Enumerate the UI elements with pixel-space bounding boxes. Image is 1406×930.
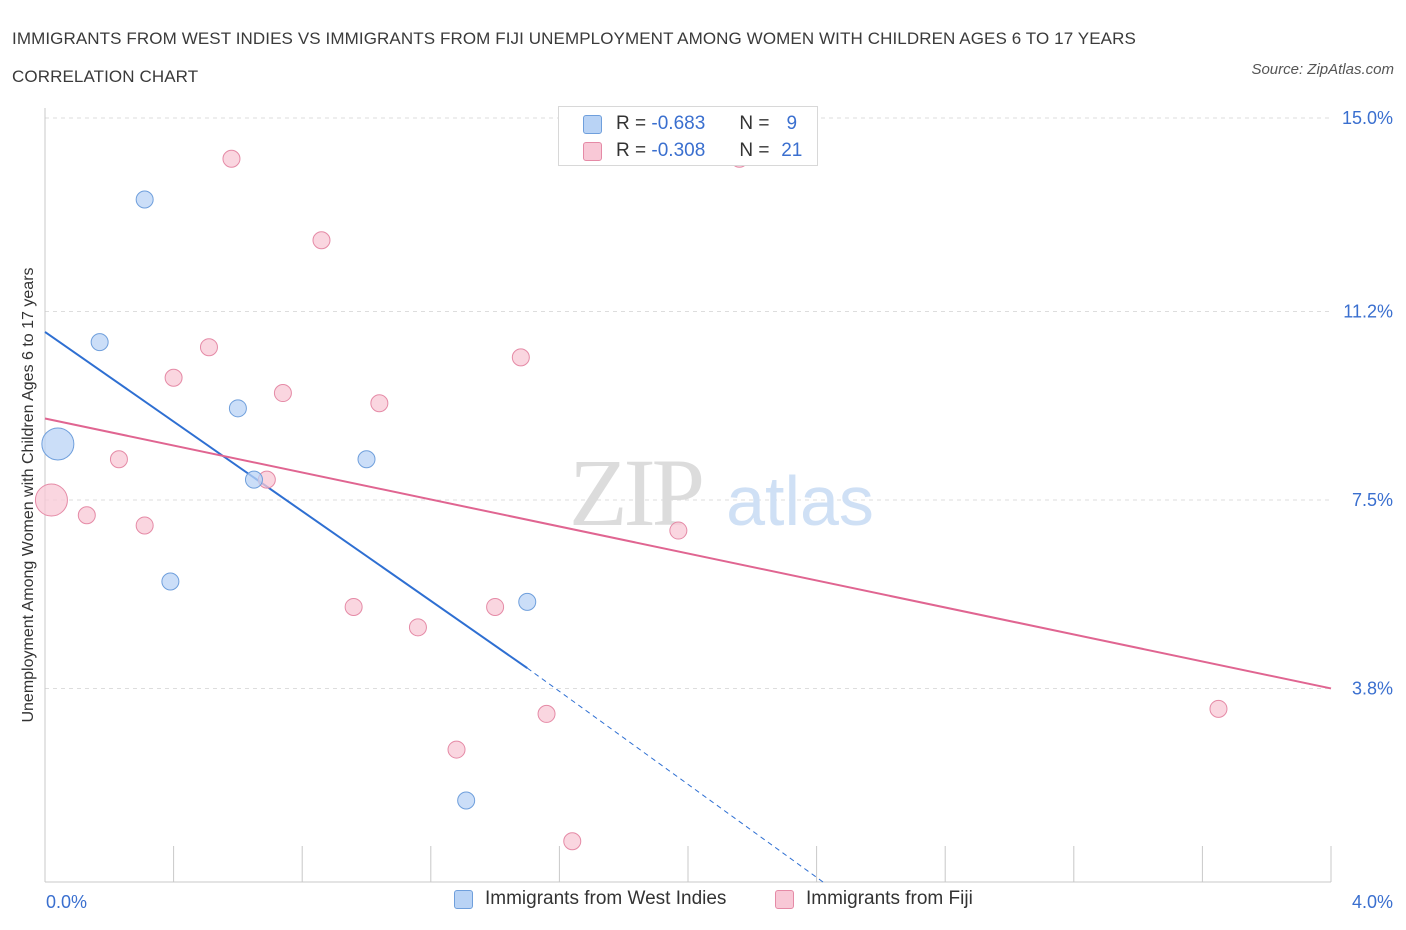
fiji-point	[563, 832, 582, 851]
fiji-point	[511, 348, 530, 367]
fiji-point	[486, 597, 505, 616]
tick-labels: 3.8% 7.5% 11.2% 15.0% 0.0% 4.0%	[46, 108, 1393, 912]
y-tick-label: 7.5%	[1352, 490, 1393, 510]
west-indies-point	[135, 190, 154, 209]
legend-label-west-indies: Immigrants from West Indies	[485, 888, 727, 909]
legend-label-fiji: Immigrants from Fiji	[806, 888, 973, 909]
legend-item-west-indies[interactable]: Immigrants from West Indies	[454, 888, 726, 910]
fiji-legend-swatch	[775, 889, 794, 909]
west-indies-point	[457, 791, 476, 810]
data-points	[34, 149, 1228, 851]
r-label: R =	[616, 113, 647, 134]
watermark-atlas: atlas	[726, 462, 874, 540]
west-indies-point	[357, 450, 376, 469]
trend-lines	[44, 331, 1332, 883]
y-tick-label: 15.0%	[1342, 108, 1393, 128]
fiji-point	[447, 740, 466, 759]
fiji-point	[344, 597, 363, 616]
fiji-point	[135, 516, 154, 535]
west-indies-trend-line	[44, 331, 528, 669]
r-label: R =	[616, 140, 647, 161]
n-value: 9	[786, 113, 798, 134]
stats-row-fiji: R = -0.308 N = 21	[583, 138, 809, 164]
fiji-point	[164, 368, 183, 387]
fiji-point	[222, 149, 241, 168]
fiji-point	[537, 704, 556, 723]
fiji-point	[669, 521, 688, 540]
fiji-point	[312, 231, 331, 250]
n-label: N =	[739, 113, 770, 134]
fiji-trend-line	[44, 417, 1332, 690]
west-indies-point	[244, 470, 263, 489]
west-indies-point	[161, 572, 180, 591]
west-indies-swatch	[583, 114, 602, 134]
fiji-point	[34, 483, 68, 517]
west-indies-legend-swatch	[454, 889, 473, 909]
fiji-point	[408, 618, 427, 637]
x-tick-label: 0.0%	[46, 892, 87, 912]
x-tick-label: 4.0%	[1352, 892, 1393, 912]
fiji-swatch	[583, 141, 602, 161]
west-indies-point	[228, 399, 247, 418]
n-label: N =	[739, 140, 770, 161]
stats-row-west-indies: R = -0.683 N = 9	[583, 111, 809, 137]
y-tick-label: 11.2%	[1343, 302, 1393, 322]
source-label: Source: ZipAtlas.com	[1251, 61, 1394, 78]
fiji-point	[273, 384, 292, 403]
legend-item-fiji[interactable]: Immigrants from Fiji	[775, 888, 973, 910]
fiji-point	[77, 506, 96, 525]
fiji-point	[199, 338, 218, 357]
r-value: -0.308	[651, 140, 706, 161]
west-indies-point	[90, 333, 109, 352]
stats-legend: R = -0.683 N = 9 R = -0.308 N = 21	[558, 106, 818, 166]
west-indies-trend-extension	[526, 667, 824, 883]
fiji-point	[109, 450, 128, 469]
fiji-point	[1209, 699, 1228, 718]
fiji-point	[370, 394, 389, 413]
watermark: ZIP atlas	[569, 439, 874, 546]
r-value: -0.683	[651, 113, 706, 134]
y-tick-label: 3.8%	[1352, 678, 1393, 698]
west-indies-point	[41, 427, 75, 461]
n-value: 21	[781, 140, 803, 161]
west-indies-point	[518, 592, 537, 611]
chart-title: IMMIGRANTS FROM WEST INDIES VS IMMIGRANT…	[12, 29, 1136, 86]
chart-legend: Immigrants from West Indies Immigrants f…	[0, 888, 1406, 918]
